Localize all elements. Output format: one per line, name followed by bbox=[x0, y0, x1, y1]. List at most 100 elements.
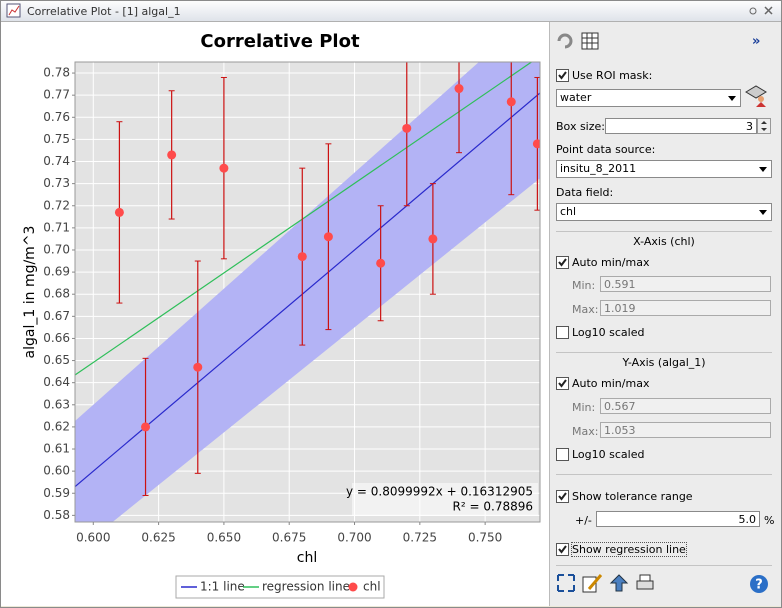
point-data-source-select[interactable]: insitu_8_2011 bbox=[556, 160, 772, 178]
y-tick-label: 0.62 bbox=[43, 419, 70, 433]
x-tick-label: 0.625 bbox=[141, 531, 175, 545]
toolbar-icons[interactable] bbox=[556, 31, 606, 51]
point bbox=[219, 163, 229, 173]
svg-text:?: ? bbox=[755, 578, 763, 593]
y-tick-label: 0.76 bbox=[43, 110, 70, 124]
x-tick-label: 0.675 bbox=[272, 531, 306, 545]
x-max-input[interactable]: 1.019 bbox=[600, 300, 771, 316]
window-title: Correlative Plot - [1] algal_1 bbox=[27, 5, 181, 18]
chart: Correlative Plot chl algal_1 in mg/m^3 y… bbox=[1, 22, 549, 606]
label: % bbox=[764, 514, 775, 527]
label: Auto min/max bbox=[572, 256, 650, 269]
label: Point data source: bbox=[556, 143, 656, 156]
check-mark bbox=[558, 71, 567, 80]
check-mark bbox=[558, 492, 567, 501]
check-mark bbox=[558, 545, 567, 554]
x-tick-label: 0.650 bbox=[207, 531, 241, 545]
y-tick-label: 0.63 bbox=[43, 397, 70, 411]
box-size-input[interactable]: 3 bbox=[605, 118, 757, 134]
checkbox[interactable] bbox=[556, 543, 569, 556]
check-mark bbox=[558, 379, 567, 388]
select-value: insitu_8_2011 bbox=[560, 162, 637, 175]
label: Auto min/max bbox=[572, 377, 650, 390]
x-tick-label: 0.600 bbox=[76, 531, 110, 545]
equation-box bbox=[352, 483, 538, 516]
x-tick-label: 0.725 bbox=[403, 531, 437, 545]
separator bbox=[556, 352, 772, 353]
y-tick-label: 0.60 bbox=[43, 464, 70, 478]
check-stroke bbox=[558, 258, 567, 267]
x-tick-label: 0.750 bbox=[468, 531, 502, 545]
separator bbox=[556, 565, 772, 566]
select-value: water bbox=[560, 91, 592, 104]
label: Log10 scaled bbox=[572, 448, 645, 461]
point bbox=[297, 252, 307, 262]
y-tick-label: 0.67 bbox=[43, 309, 70, 323]
chart-title: Correlative Plot bbox=[200, 31, 360, 52]
section-title: X-Axis (chl) bbox=[633, 235, 695, 248]
point bbox=[506, 97, 516, 107]
label: Min: bbox=[572, 279, 596, 292]
y-axis-label: algal_1 in mg/m^3 bbox=[22, 226, 38, 359]
tolerance-band bbox=[75, 62, 540, 522]
label: Show tolerance range bbox=[572, 490, 693, 503]
data-field-select[interactable]: chl bbox=[556, 203, 772, 221]
y-tick-label: 0.66 bbox=[43, 331, 70, 345]
checkbox[interactable] bbox=[556, 377, 569, 390]
point bbox=[454, 84, 464, 94]
y-tick-label: 0.71 bbox=[43, 220, 70, 234]
dropdown-arrow bbox=[728, 96, 736, 101]
y-tick-label: 0.70 bbox=[43, 242, 70, 256]
label: Data field: bbox=[556, 186, 614, 199]
y-tick-label: 0.74 bbox=[43, 154, 70, 168]
point bbox=[532, 139, 540, 149]
point bbox=[193, 362, 203, 372]
roi-mask-select[interactable]: water bbox=[556, 89, 741, 107]
label: Box size: bbox=[556, 120, 605, 133]
legend-label: 1:1 line bbox=[200, 580, 245, 594]
label: Min: bbox=[572, 401, 596, 414]
check-mark bbox=[558, 258, 567, 267]
y-max-input[interactable]: 1.053 bbox=[600, 422, 771, 438]
regression-equation: y = 0.8099992x + 0.16312905 bbox=[346, 485, 533, 499]
mask-manager-icon[interactable] bbox=[744, 84, 770, 108]
checkbox[interactable] bbox=[556, 69, 569, 82]
point bbox=[323, 232, 333, 242]
one-to-one-line bbox=[75, 92, 540, 488]
bottom-toolbar[interactable]: ? bbox=[556, 573, 772, 595]
label: Log10 scaled bbox=[572, 326, 645, 339]
checkbox[interactable] bbox=[556, 326, 569, 339]
check-stroke bbox=[558, 71, 567, 80]
collapse-button[interactable]: » bbox=[752, 34, 761, 49]
checkbox[interactable] bbox=[556, 448, 569, 461]
y-tick-label: 0.72 bbox=[43, 198, 70, 212]
checkbox[interactable] bbox=[556, 490, 569, 503]
y-tick-label: 0.75 bbox=[43, 132, 70, 146]
section-title: Y-Axis (algal_1) bbox=[622, 356, 706, 369]
point bbox=[114, 207, 124, 217]
legend-swatch bbox=[348, 582, 358, 592]
separator bbox=[556, 474, 772, 475]
y-tick-label: 0.61 bbox=[43, 442, 70, 456]
y-min-input[interactable]: 0.567 bbox=[600, 398, 771, 414]
x-tick-label: 0.700 bbox=[337, 531, 371, 545]
label: Max: bbox=[572, 425, 599, 438]
y-tick-label: 0.58 bbox=[43, 508, 70, 522]
tolerance-input[interactable]: 5.0 bbox=[596, 511, 760, 527]
y-tick-label: 0.78 bbox=[43, 66, 70, 80]
y-tick-label: 0.64 bbox=[43, 375, 70, 389]
legend-label: chl bbox=[363, 580, 381, 594]
plot-border bbox=[74, 61, 541, 523]
x-min-input[interactable]: 0.591 bbox=[600, 276, 771, 292]
label: Use ROI mask: bbox=[572, 69, 653, 82]
legend bbox=[175, 575, 385, 599]
label: Max: bbox=[572, 303, 599, 316]
spinner[interactable] bbox=[757, 118, 771, 134]
window-controls[interactable] bbox=[748, 4, 776, 18]
separator bbox=[556, 231, 772, 232]
legend-items: 1:1 line regression line chl bbox=[181, 580, 381, 594]
label: +/- bbox=[575, 514, 592, 527]
checkbox[interactable] bbox=[556, 256, 569, 269]
